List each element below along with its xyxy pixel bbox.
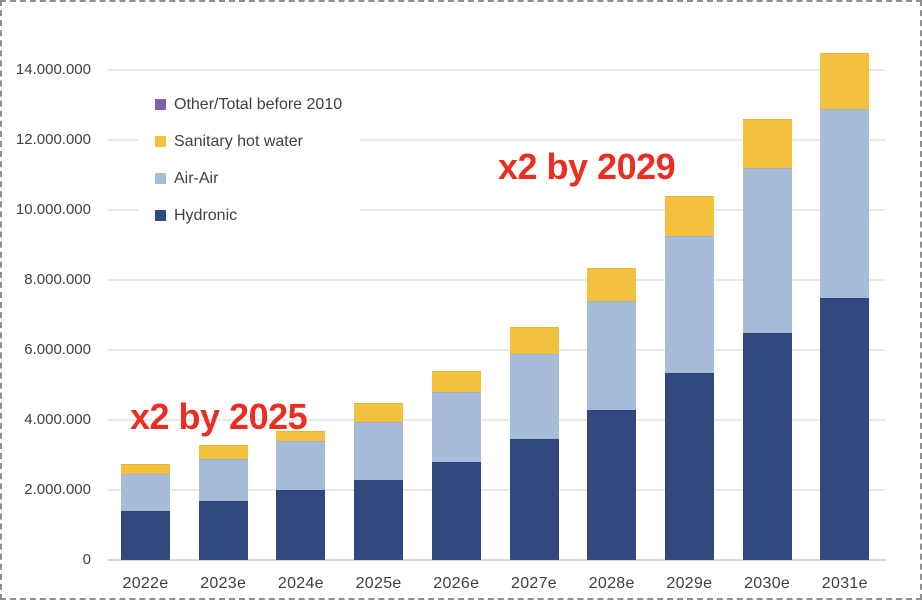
y-tick-label-0: 0 [82,551,91,568]
bar-2027e-air-air [509,353,559,440]
legend-item-other: Other/Total before 2010 [155,94,342,115]
y-tick-label-2000000: 2.000.000 [24,481,91,498]
bar-2024e-sanitary-hot-water [276,430,326,441]
x-tick-label-2027e: 2027e [511,575,557,592]
legend-label-air-air: Air-Air [174,169,219,187]
y-tick-label-6000000: 6.000.000 [24,341,91,358]
x-tick-label-2023e: 2023e [200,575,247,592]
x-tick-label-2031e: 2031e [821,575,868,592]
legend-item-sanitary-hot-water: Sanitary hot water [155,131,342,152]
y-tick-label-8000000: 8.000.000 [24,271,91,288]
bar-2028e-air-air [587,301,637,410]
bar-2025e-air-air [354,421,404,480]
bar-2028e-sanitary-hot-water [587,267,637,301]
bar-2027e-sanitary-hot-water [509,327,559,354]
bar-2031e-air-air [820,108,870,298]
gridline-0 [108,559,886,561]
legend-label-other: Other/Total before 2010 [174,95,343,113]
gridline-2000000 [108,489,886,491]
bar-2027e-hydronic [509,439,559,560]
legend-swatch-other [155,99,166,110]
legend-swatch-air-air [155,173,166,184]
bar-2025e-sanitary-hot-water [354,402,404,422]
bar-2026e-sanitary-hot-water [431,371,481,392]
bar-2024e-hydronic [276,490,326,560]
bar-2031e-sanitary-hot-water [820,52,870,109]
bar-2031e-hydronic [820,297,870,560]
gridline-10000000 [108,209,886,211]
gridline-6000000 [108,349,886,351]
bar-2029e-air-air [664,236,714,373]
bar-2022e-air-air [121,474,170,511]
y-tick-label-10000000: 10.000.000 [15,201,91,218]
y-tick-label-12000000: 12.000.000 [15,131,91,148]
bar-2022e-sanitary-hot-water [121,463,170,475]
x-tick-label-2025e: 2025e [355,575,402,592]
gridline-4000000 [108,419,886,421]
legend-swatch-sanitary-hot-water [155,136,166,147]
bar-2025e-hydronic [354,479,404,560]
annotation-x2-by-2025: x2 by 2025 [130,396,308,437]
bar-2029e-sanitary-hot-water [664,196,714,237]
annotation-x2-by-2029: x2 by 2029 [498,146,676,187]
bar-2026e-air-air [431,392,481,462]
legend-swatch-hydronic [155,210,166,221]
bar-2023e-sanitary-hot-water [198,444,248,459]
legend-label-sanitary-hot-water: Sanitary hot water [174,132,303,150]
x-tick-label-2026e: 2026e [433,575,480,592]
bar-2022e-hydronic [121,511,170,560]
x-tick-label-2028e: 2028e [588,575,635,592]
bar-2026e-hydronic [431,462,481,560]
bar-2029e-hydronic [664,372,714,560]
x-tick-label-2022e: 2022e [122,575,169,592]
x-tick-label-2029e: 2029e [666,575,713,592]
gridline-8000000 [108,279,886,281]
bar-2030e-air-air [742,168,792,333]
gridline-12000000 [108,139,886,141]
legend: Other/Total before 2010 Sanitary hot wat… [138,85,361,244]
x-tick-label-2024e: 2024e [277,575,324,592]
legend-item-hydronic: Hydronic [155,205,342,226]
x-tick-label-2030e: 2030e [744,575,791,592]
bar-2023e-air-air [198,458,248,501]
bar-2023e-hydronic [198,500,248,560]
legend-label-hydronic: Hydronic [174,206,238,224]
bar-2028e-hydronic [587,409,637,560]
bar-2024e-air-air [276,441,326,490]
y-tick-label-4000000: 4.000.000 [24,411,91,428]
bar-2030e-hydronic [742,332,792,560]
y-tick-label-14000000: 14.000.000 [15,61,91,78]
legend-item-air-air: Air-Air [155,168,342,189]
gridline-14000000 [108,69,886,71]
bar-2030e-sanitary-hot-water [742,119,792,168]
